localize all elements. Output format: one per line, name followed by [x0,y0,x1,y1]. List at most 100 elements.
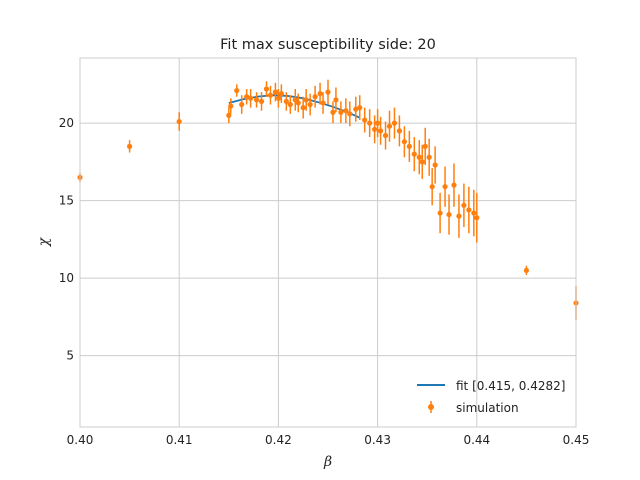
simulation-point [303,89,309,111]
data-marker [372,126,378,132]
simulation-point [275,89,281,108]
simulation-point [372,115,378,144]
simulation-point [300,96,306,119]
simulation-point [330,101,336,124]
x-tick-label: 0.42 [265,433,292,447]
simulation-point [432,146,438,184]
simulation-point [357,95,363,121]
simulation-point [253,92,260,108]
simulation-point [411,137,417,172]
data-marker [456,213,462,219]
data-marker [426,154,432,160]
simulation-point [451,163,457,207]
data-marker [272,89,279,95]
simulation-point [333,87,339,113]
simulation-point [367,109,373,138]
data-marker [330,109,336,115]
data-marker [429,184,435,190]
simulation-point [442,166,448,207]
data-marker [275,95,281,101]
x-tick-label: 0.41 [166,433,193,447]
data-marker [446,211,452,218]
simulation-point [474,192,480,243]
simulation-point [422,127,428,165]
data-marker [432,162,438,168]
data-marker [258,98,265,105]
simulation-point [239,95,245,114]
simulation-point [416,140,422,175]
x-axis-label: β [323,454,332,470]
simulation-point [466,186,472,234]
x-tick-label: 0.44 [463,433,490,447]
plot-area [80,58,576,427]
x-tick-label: 0.40 [67,433,94,447]
chart-title: Fit max susceptibility side: 20 [220,37,436,53]
data-marker [307,101,313,108]
data-marker [278,91,284,97]
data-marker [362,117,368,123]
y-axis-label: χ [36,236,52,247]
simulation-point [461,183,467,227]
data-marker [461,202,467,208]
data-marker [300,105,306,111]
simulation-point [426,138,432,176]
data-marker [422,143,428,149]
data-marker [127,143,133,149]
data-marker [333,97,339,103]
legend-simulation-label: simulation [456,401,519,415]
simulation-point [437,192,443,234]
simulation-point [307,93,313,116]
data-marker [176,118,182,125]
legend: fit [0.415, 0.4282] simulation [417,379,565,415]
simulation-point [396,115,403,147]
data-marker [343,108,349,114]
data-marker [386,123,393,129]
data-marker [338,109,344,115]
simulation-point [471,189,477,237]
simulation-point [176,112,182,131]
simulation-point [320,92,326,114]
data-marker [466,207,472,213]
data-marker [325,89,331,95]
data-marker [267,92,274,98]
data-marker [411,151,417,157]
simulation-point [406,130,412,162]
data-marker [253,97,260,103]
y-tick-labels: 5 10 15 20 [59,116,74,363]
simulation-point [317,82,323,105]
simulation-point [391,107,398,139]
data-marker [287,101,293,108]
simulation-point [386,110,393,142]
x-tick-label: 0.43 [364,433,391,447]
data-marker [303,97,309,103]
data-marker [437,210,443,216]
simulation-point [382,121,389,150]
data-marker [263,86,270,92]
simulation-point [456,194,462,238]
data-marker [401,139,407,145]
data-marker [382,132,389,139]
data-marker [442,184,448,190]
data-marker [419,159,425,165]
simulation-point [338,101,344,124]
data-marker [248,95,254,101]
simulation-point [312,85,318,108]
data-marker [367,120,373,126]
y-tick-label: 10 [59,271,74,285]
simulation-point [287,95,293,114]
simulation-point [127,140,133,153]
data-marker [416,154,422,160]
data-marker [357,105,363,111]
y-tick-label: 20 [59,116,74,130]
simulation-point [248,89,254,108]
simulation-point [278,84,284,103]
simulation-point [272,82,279,102]
simulation-point [295,93,301,113]
simulation-point [325,79,331,105]
simulation-point [401,126,407,158]
plot-frame [79,57,577,428]
data-marker [228,103,234,109]
data-marker [396,128,403,134]
simulation-point [523,265,530,276]
